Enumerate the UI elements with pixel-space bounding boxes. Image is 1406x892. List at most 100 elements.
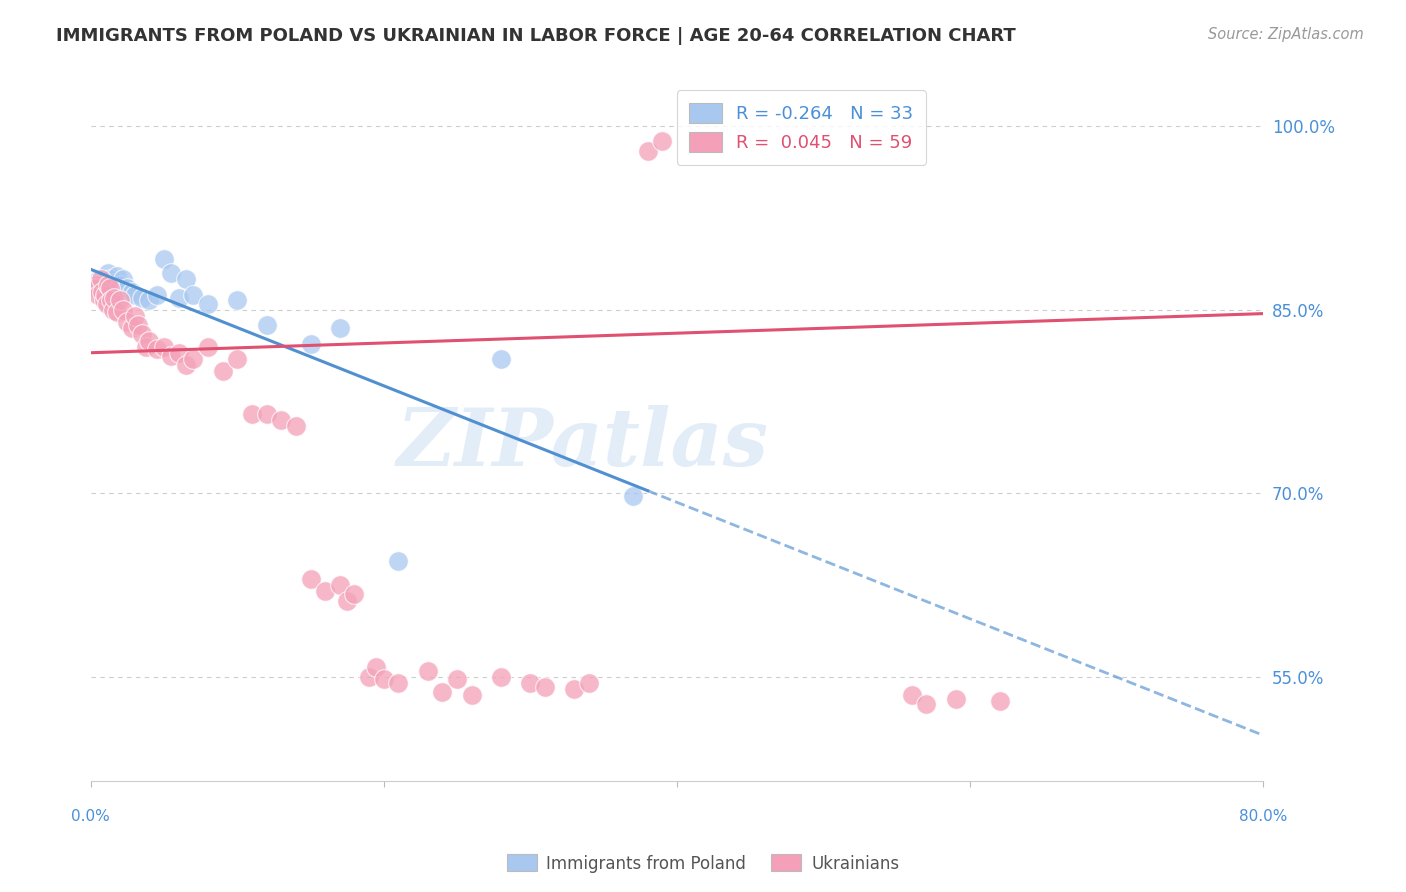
Point xyxy=(153,252,176,266)
Point xyxy=(314,584,336,599)
Point xyxy=(461,689,484,703)
Point xyxy=(160,350,183,364)
Point xyxy=(117,315,139,329)
Point xyxy=(98,272,121,286)
Point xyxy=(564,682,586,697)
Point xyxy=(651,134,673,148)
Point xyxy=(97,266,120,280)
Point xyxy=(489,670,512,684)
Point xyxy=(117,281,139,295)
Point xyxy=(329,321,352,335)
Point xyxy=(534,680,557,694)
Legend: R = -0.264   N = 33, R =  0.045   N = 59: R = -0.264 N = 33, R = 0.045 N = 59 xyxy=(676,90,927,165)
Point xyxy=(101,276,124,290)
Point xyxy=(197,297,219,311)
Legend: Immigrants from Poland, Ukrainians: Immigrants from Poland, Ukrainians xyxy=(501,847,905,880)
Point xyxy=(124,288,146,302)
Point xyxy=(621,489,644,503)
Point xyxy=(131,291,153,305)
Point xyxy=(111,272,134,286)
Point xyxy=(86,281,108,295)
Point xyxy=(96,297,118,311)
Point xyxy=(256,318,278,332)
Point xyxy=(197,340,219,354)
Point xyxy=(988,694,1011,708)
Point xyxy=(519,676,541,690)
Point xyxy=(86,278,108,293)
Point xyxy=(637,144,659,158)
Point xyxy=(103,281,125,295)
Point xyxy=(100,278,122,293)
Point xyxy=(174,358,197,372)
Point xyxy=(240,407,263,421)
Point xyxy=(181,351,204,366)
Point xyxy=(98,281,121,295)
Point xyxy=(299,337,322,351)
Point xyxy=(108,278,131,293)
Point xyxy=(103,291,125,305)
Point xyxy=(87,288,110,302)
Point xyxy=(97,278,120,293)
Point xyxy=(101,302,124,317)
Point xyxy=(416,664,439,678)
Point xyxy=(945,692,967,706)
Point xyxy=(270,413,292,427)
Point xyxy=(226,293,249,307)
Point xyxy=(174,272,197,286)
Point xyxy=(100,293,122,307)
Point xyxy=(94,288,117,302)
Point xyxy=(84,278,107,293)
Point xyxy=(121,321,143,335)
Text: ZIPatlas: ZIPatlas xyxy=(396,405,769,482)
Point xyxy=(131,327,153,342)
Point xyxy=(94,272,117,286)
Point xyxy=(900,689,922,703)
Point xyxy=(90,272,112,286)
Point xyxy=(153,340,176,354)
Text: 0.0%: 0.0% xyxy=(72,809,110,824)
Point xyxy=(446,673,468,687)
Point xyxy=(336,594,359,608)
Point xyxy=(124,309,146,323)
Point xyxy=(284,419,307,434)
Point xyxy=(145,342,167,356)
Point xyxy=(108,293,131,307)
Point xyxy=(299,572,322,586)
Point xyxy=(366,660,388,674)
Point xyxy=(145,288,167,302)
Point xyxy=(93,293,115,307)
Point xyxy=(359,670,381,684)
Point xyxy=(343,587,366,601)
Point xyxy=(96,278,118,293)
Point xyxy=(373,673,395,687)
Point xyxy=(91,285,114,299)
Point xyxy=(121,285,143,299)
Text: IMMIGRANTS FROM POLAND VS UKRAINIAN IN LABOR FORCE | AGE 20-64 CORRELATION CHART: IMMIGRANTS FROM POLAND VS UKRAINIAN IN L… xyxy=(56,27,1017,45)
Point xyxy=(578,676,600,690)
Point xyxy=(432,684,454,698)
Point xyxy=(105,305,128,319)
Text: 80.0%: 80.0% xyxy=(1239,809,1288,824)
Point xyxy=(167,345,190,359)
Point xyxy=(226,351,249,366)
Point xyxy=(387,554,409,568)
Point xyxy=(127,318,149,332)
Point xyxy=(915,697,938,711)
Point xyxy=(387,676,409,690)
Point xyxy=(105,268,128,283)
Point xyxy=(211,364,233,378)
Point xyxy=(489,351,512,366)
Point xyxy=(89,272,111,286)
Point xyxy=(90,285,112,299)
Point xyxy=(111,302,134,317)
Point xyxy=(138,334,160,348)
Point xyxy=(256,407,278,421)
Point xyxy=(181,288,204,302)
Point xyxy=(167,291,190,305)
Point xyxy=(329,578,352,592)
Point xyxy=(160,266,183,280)
Text: Source: ZipAtlas.com: Source: ZipAtlas.com xyxy=(1208,27,1364,42)
Point xyxy=(104,285,127,299)
Point xyxy=(135,340,157,354)
Point xyxy=(138,293,160,307)
